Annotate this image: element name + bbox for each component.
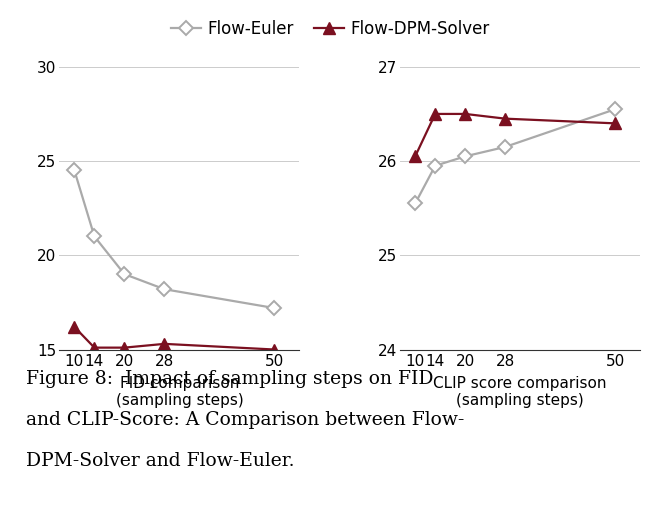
Text: DPM-Solver and Flow-Euler.: DPM-Solver and Flow-Euler.	[26, 452, 295, 470]
X-axis label: FID comparison
(sampling steps): FID comparison (sampling steps)	[115, 376, 244, 408]
X-axis label: CLIP score comparison
(sampling steps): CLIP score comparison (sampling steps)	[434, 376, 607, 408]
Text: Figure 8:  Impact of sampling steps on FID: Figure 8: Impact of sampling steps on FI…	[26, 370, 434, 388]
Legend: Flow-Euler, Flow-DPM-Solver: Flow-Euler, Flow-DPM-Solver	[164, 13, 496, 45]
Text: and CLIP-Score: A Comparison between Flow-: and CLIP-Score: A Comparison between Flo…	[26, 411, 465, 429]
